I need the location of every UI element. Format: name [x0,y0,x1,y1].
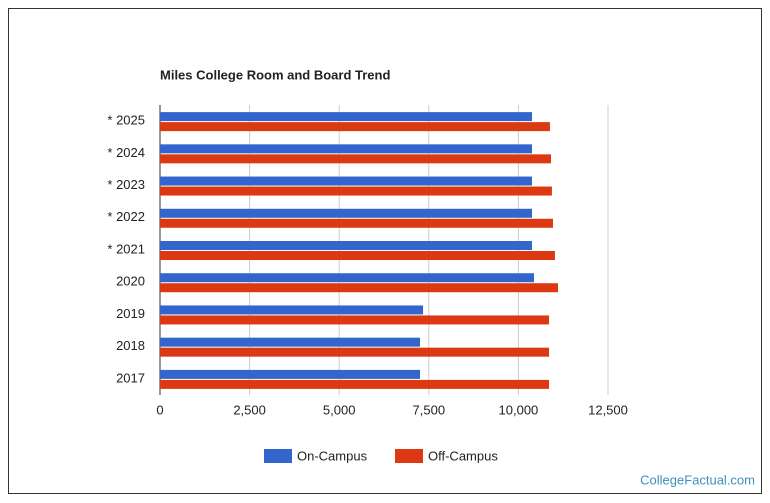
bar [160,251,555,260]
bar [160,369,421,379]
x-tick-label: 0 [156,402,163,417]
bar [160,218,553,228]
y-tick-label: * 2025 [107,113,145,128]
bar [160,144,533,154]
x-tick-label: 10,000 [499,402,539,417]
bar [160,208,533,218]
bar [160,337,421,347]
bar [160,112,533,122]
bar [160,347,550,357]
bar [160,186,552,196]
legend-label: Off-Campus [428,448,498,463]
y-tick-label: * 2023 [107,177,145,192]
x-tick-label: 7,500 [413,402,446,417]
legend-swatch [264,449,292,463]
chart-title: Miles College Room and Board Trend [160,67,390,82]
x-tick-label: 2,500 [233,402,266,417]
bar [160,176,533,186]
watermark[interactable]: CollegeFactual.com [640,472,755,487]
bar [160,305,424,315]
x-tick-label: 5,000 [323,402,356,417]
y-tick-label: 2020 [116,274,145,289]
legend-label: On-Campus [297,448,368,463]
y-tick-label: 2017 [116,370,145,385]
y-tick-label: 2018 [116,338,145,353]
y-tick-label: * 2022 [107,209,145,224]
bar [160,379,550,389]
legend-swatch [395,449,423,463]
x-tick-label: 12,500 [588,402,628,417]
bar [160,154,552,164]
bar [160,283,559,293]
y-tick-label: * 2021 [107,241,145,256]
bar [160,241,533,250]
y-tick-label: 2019 [116,306,145,321]
y-tick-label: * 2024 [107,145,145,160]
bar [160,122,550,132]
bar [160,273,534,283]
bar [160,315,550,325]
